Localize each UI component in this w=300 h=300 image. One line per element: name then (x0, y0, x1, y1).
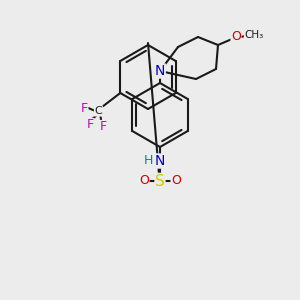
Text: F: F (81, 101, 88, 115)
Text: F: F (100, 121, 107, 134)
Text: N: N (155, 154, 165, 168)
Text: H: H (143, 154, 153, 167)
Text: O: O (139, 175, 149, 188)
Text: CH₃: CH₃ (244, 30, 264, 40)
Text: O: O (171, 175, 181, 188)
Text: O: O (231, 31, 241, 44)
Text: N: N (155, 64, 165, 78)
Text: F: F (87, 118, 94, 131)
Text: S: S (155, 173, 165, 188)
Text: C: C (94, 106, 102, 116)
